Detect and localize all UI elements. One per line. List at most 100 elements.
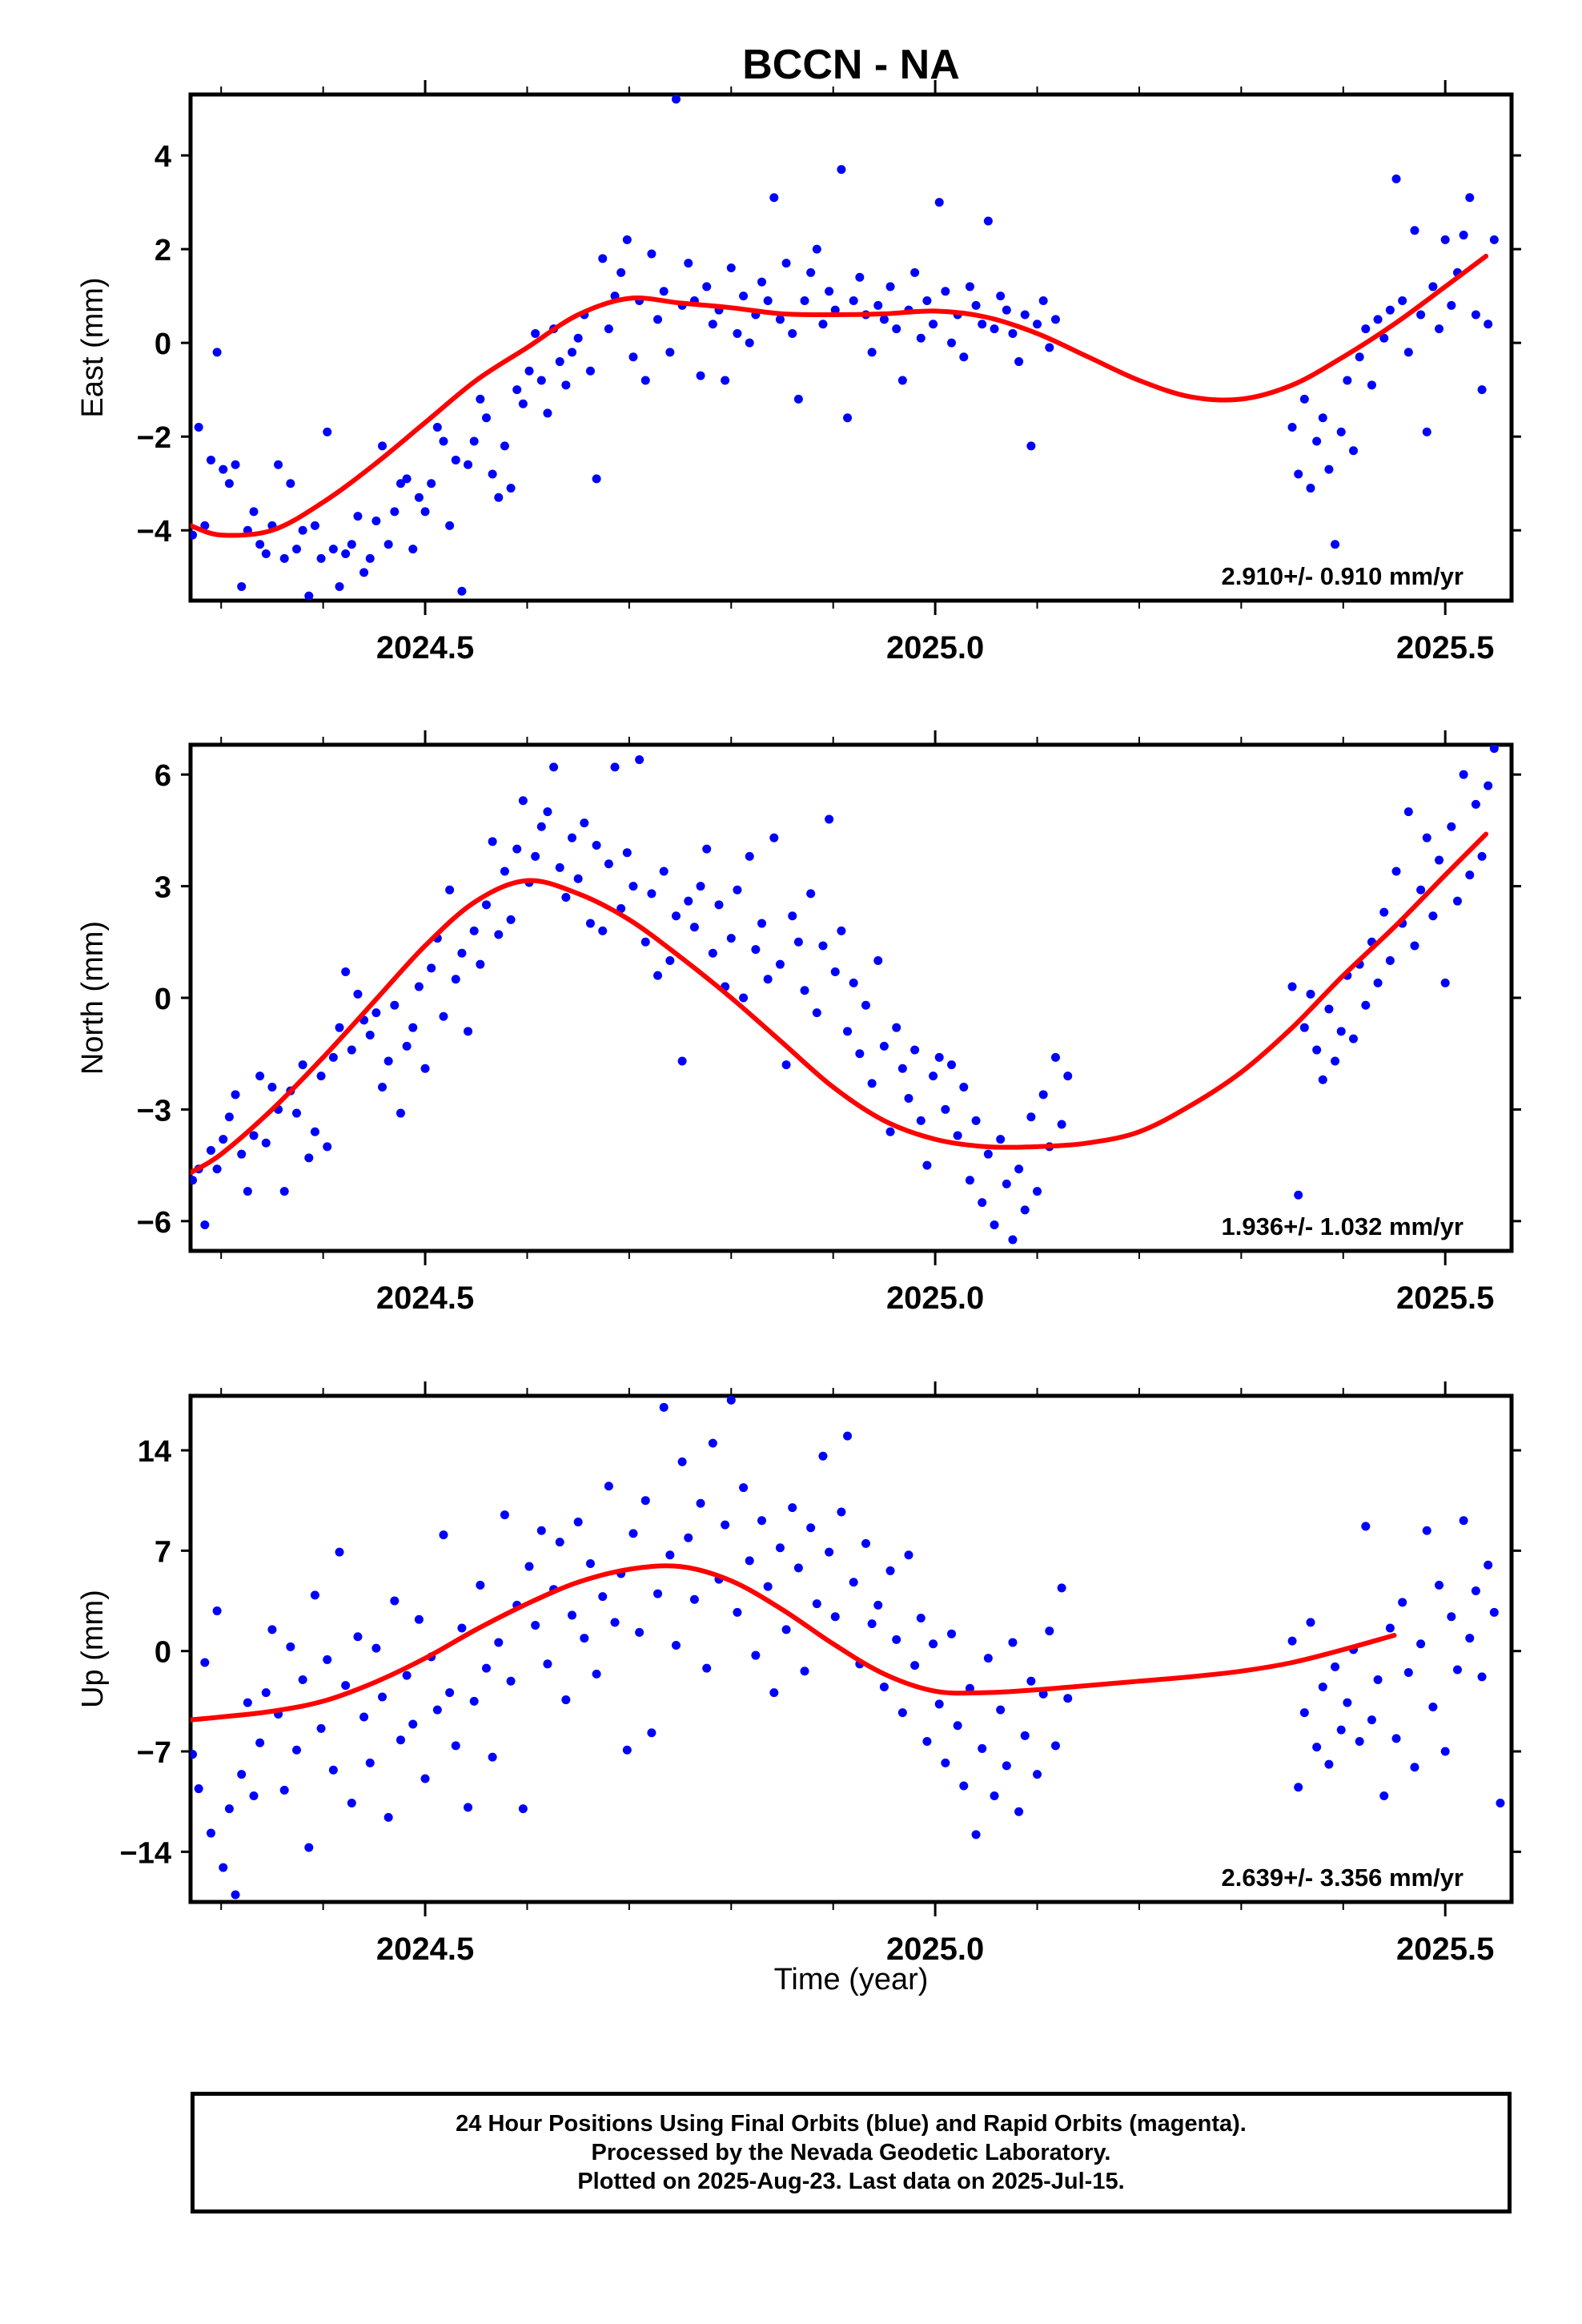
- north-data-point: [212, 1164, 222, 1174]
- north-data-point: [793, 937, 803, 947]
- east-data-point: [219, 464, 228, 474]
- up-data-point: [191, 1750, 198, 1759]
- north-data-point: [825, 814, 834, 824]
- north-data-point: [1410, 941, 1419, 951]
- east-data-point: [371, 517, 381, 526]
- north-data-point: [916, 1116, 926, 1125]
- footer-line-plot-date: Plotted on 2025-Aug-23. Last data on 202…: [577, 2169, 1125, 2194]
- up-data-point: [1403, 1668, 1413, 1678]
- east-data-point: [353, 512, 363, 521]
- up-data-point: [543, 1659, 552, 1669]
- east-data-point: [910, 267, 920, 277]
- north-data-point: [335, 1023, 344, 1032]
- north-data-point: [861, 1000, 870, 1010]
- north-data-point: [378, 1083, 387, 1092]
- north-data-point: [781, 1060, 791, 1070]
- up-data-point: [1355, 1736, 1364, 1746]
- up-data-point: [1312, 1743, 1322, 1752]
- north-data-point: [855, 1049, 865, 1059]
- up-data-point: [684, 1533, 693, 1542]
- east-data-point: [555, 357, 564, 367]
- east-data-point: [745, 338, 754, 348]
- north-data-point: [488, 837, 497, 846]
- north-panel: −6 −3 0 3 6 2024.5 2025.0 2025.5 North (mm) 1.936…: [76, 730, 1521, 1316]
- east-data-point: [445, 521, 455, 530]
- east-data-point: [1416, 310, 1426, 320]
- up-data-point: [812, 1599, 821, 1609]
- up-data-point: [745, 1556, 754, 1566]
- east-data-point: [922, 296, 932, 305]
- up-data-point: [757, 1516, 767, 1526]
- north-data-point: [341, 967, 351, 976]
- up-data-point: [879, 1682, 889, 1691]
- up-data-point: [677, 1457, 687, 1466]
- east-data-point: [420, 507, 430, 517]
- north-x-tick-label: 2024.5: [376, 1281, 474, 1316]
- north-data-point: [929, 1072, 938, 1081]
- east-data-point: [647, 249, 656, 259]
- north-data-point: [1312, 1045, 1322, 1055]
- north-data-point: [757, 919, 767, 928]
- east-data-point: [671, 94, 681, 104]
- north-data-point: [1306, 989, 1315, 999]
- up-data-point: [733, 1607, 742, 1617]
- up-data-point: [347, 1798, 356, 1807]
- north-data-point: [1385, 956, 1395, 966]
- east-y-axis-label: East (mm): [76, 277, 110, 417]
- east-data-point: [1343, 376, 1352, 385]
- east-data-point: [1014, 357, 1024, 367]
- up-data-point: [1324, 1759, 1334, 1769]
- north-data-point: [304, 1153, 314, 1163]
- up-data-point: [439, 1530, 448, 1540]
- up-data-point: [1299, 1708, 1309, 1718]
- north-data-point: [934, 1052, 944, 1062]
- up-data-point: [1306, 1618, 1315, 1627]
- north-data-point: [897, 1063, 907, 1073]
- up-data-point: [1002, 1761, 1011, 1771]
- east-data-point: [1477, 385, 1487, 395]
- up-data-point: [1343, 1698, 1352, 1707]
- north-data-point: [763, 975, 773, 984]
- north-data-point: [1057, 1120, 1066, 1129]
- up-y-tick-label: 0: [155, 1636, 171, 1670]
- up-data-point: [1008, 1638, 1018, 1647]
- east-data-point: [298, 525, 307, 535]
- east-data-point: [274, 460, 283, 469]
- north-data-point: [469, 926, 479, 935]
- up-data-point: [267, 1625, 277, 1634]
- east-data-point: [390, 507, 400, 517]
- up-data-point: [953, 1721, 962, 1731]
- up-data-point: [414, 1614, 424, 1624]
- east-data-point: [696, 371, 705, 380]
- east-data-point: [1020, 310, 1030, 320]
- east-data-point: [800, 296, 809, 305]
- east-data-point: [200, 521, 210, 530]
- east-data-point: [978, 320, 987, 329]
- east-data-point: [1447, 300, 1456, 310]
- up-data-point: [206, 1828, 215, 1838]
- north-data-point: [1299, 1023, 1309, 1032]
- north-data-point: [849, 978, 858, 987]
- east-data-point: [500, 441, 509, 451]
- north-data-point: [1002, 1179, 1011, 1188]
- north-data-point: [1361, 1000, 1371, 1010]
- north-data-point: [647, 889, 656, 899]
- north-data-point: [237, 1149, 247, 1159]
- up-data-point: [353, 1632, 363, 1642]
- up-data-point: [304, 1843, 314, 1852]
- east-rate-label: 2.910+/- 0.910 mm/yr: [1222, 562, 1464, 590]
- up-y-tick-label: −14: [120, 1836, 171, 1870]
- up-plot-frame: [188, 1393, 1514, 1904]
- north-data-point: [671, 911, 681, 921]
- east-data-point: [531, 328, 540, 338]
- east-data-point: [855, 272, 865, 282]
- up-data-point: [665, 1550, 675, 1560]
- up-data-point: [689, 1594, 699, 1604]
- up-data-point: [739, 1483, 749, 1493]
- east-data-point: [665, 348, 675, 357]
- up-data-point: [1379, 1791, 1389, 1801]
- east-data-point: [592, 474, 601, 484]
- north-data-point: [1422, 833, 1431, 842]
- up-data-point: [1367, 1715, 1376, 1725]
- up-data-point: [763, 1582, 773, 1591]
